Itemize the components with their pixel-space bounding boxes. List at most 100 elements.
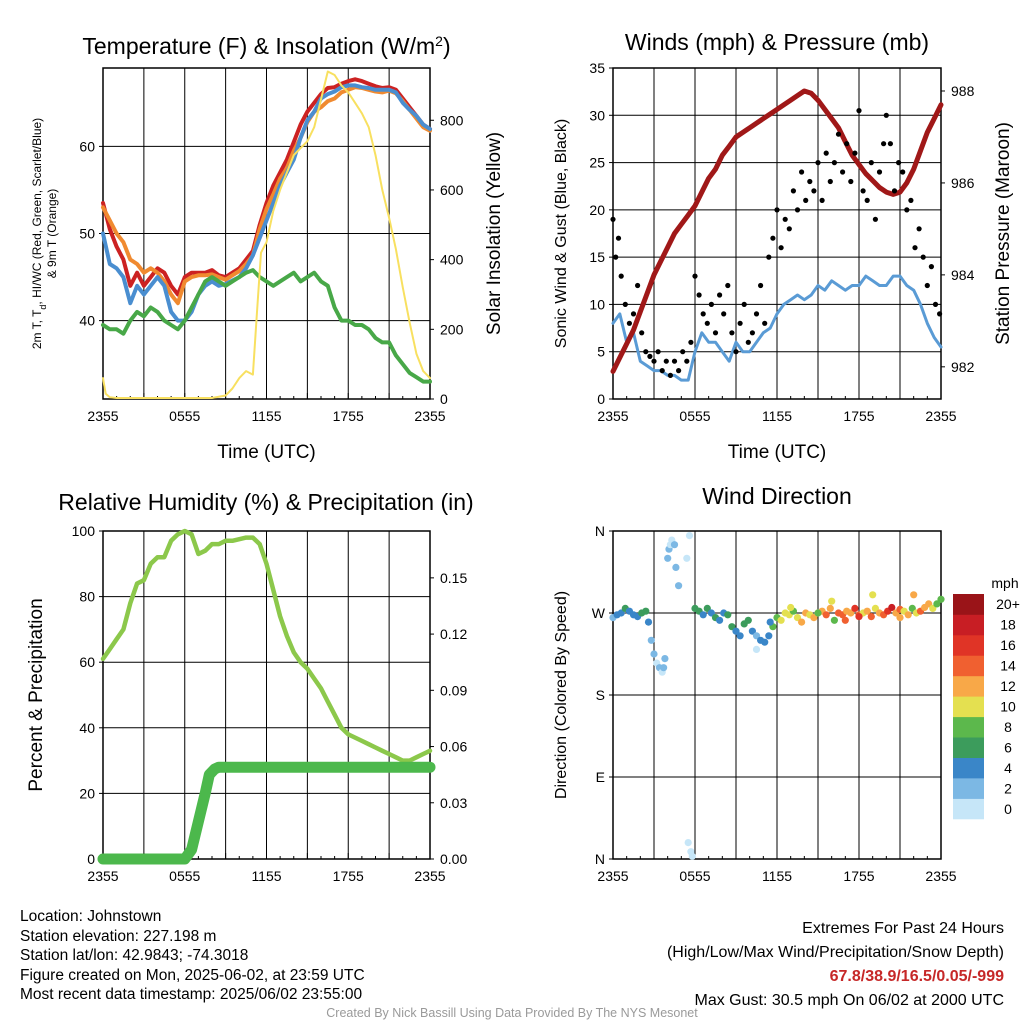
- gust-point: [647, 353, 653, 359]
- x-tick-label-2-3: 1755: [333, 868, 364, 884]
- x-tick-label-3-2: 1155: [762, 868, 792, 884]
- gust-point: [680, 349, 686, 355]
- gust-point: [937, 311, 943, 317]
- gust-point: [630, 311, 637, 317]
- direction-point: [826, 604, 834, 613]
- gust-point: [729, 330, 735, 336]
- gust-point: [626, 320, 633, 326]
- gust-point: [659, 368, 665, 374]
- gust-point: [782, 216, 788, 222]
- y-tick-label-3-0: N: [595, 851, 605, 867]
- gust-point: [667, 372, 674, 378]
- gust-point: [811, 188, 817, 194]
- chart-title-humidity: Relative Humidity (%) & Precipitation (i…: [58, 489, 473, 515]
- gust-point: [904, 207, 910, 213]
- direction-point: [888, 603, 896, 612]
- x-tick-label-0-4: 2355: [414, 408, 445, 424]
- gust-point: [896, 160, 902, 166]
- x-axis-label-temperature: Time (UTC): [217, 442, 316, 463]
- direction-point: [830, 616, 839, 624]
- x-tick-label-1-1: 0555: [679, 408, 710, 424]
- credit-line: Created By Nick Bassill Using Data Provi…: [326, 1006, 698, 1020]
- y-tick-label-1-1: 5: [597, 344, 605, 360]
- y2-tick-label-2-3: 0.09: [440, 682, 467, 698]
- gust-point: [745, 339, 751, 345]
- direction-point: [863, 607, 871, 615]
- gust-point: [786, 226, 792, 232]
- gust-point: [721, 311, 727, 317]
- colorbar-label-5: 10: [1000, 699, 1016, 715]
- gust-point: [803, 197, 809, 203]
- gust-point: [725, 282, 731, 289]
- x-tick-label-3-1: 0555: [679, 868, 710, 884]
- direction-point: [685, 532, 694, 540]
- y2-tick-label-2-2: 0.06: [440, 739, 467, 755]
- colorbar-label-4: 8: [1004, 719, 1012, 735]
- colorbar-label-3: 6: [1004, 739, 1012, 755]
- colorbar-label-8: 16: [1000, 637, 1016, 653]
- gust-point: [688, 339, 694, 345]
- y-axis-label-temperature-line2: & 9m T (Orange): [45, 189, 59, 279]
- gust-point: [916, 226, 922, 232]
- direction-point: [670, 541, 679, 549]
- colorbar-label-0: 0: [1004, 801, 1012, 817]
- y-tick-label-1-0: 0: [597, 391, 605, 407]
- colorbar-swatch-9: [953, 614, 984, 636]
- colorbar-swatch-4: [953, 716, 984, 738]
- gust-point: [663, 358, 669, 364]
- station-location: Location: Johnstown: [20, 908, 162, 925]
- y-tick-label-2-5: 100: [72, 523, 96, 539]
- y-tick-label-2-3: 60: [79, 654, 95, 670]
- y-tick-label-0-1: 50: [79, 226, 95, 242]
- gust-point: [700, 311, 706, 317]
- gust-point: [655, 349, 661, 355]
- gust-point: [774, 207, 780, 213]
- direction-point: [896, 614, 904, 622]
- colorbar-label-9: 18: [1000, 617, 1016, 633]
- x-tick-label-0-2: 1155: [251, 408, 281, 424]
- direction-point: [937, 595, 945, 603]
- x-tick-label-2-0: 2355: [87, 868, 118, 884]
- extremes-title: Extremes For Past 24 Hours: [802, 920, 1004, 937]
- gust-point: [635, 282, 641, 289]
- direction-point: [810, 614, 818, 622]
- colorbar-swatch-8: [953, 634, 984, 656]
- direction-point: [744, 616, 752, 624]
- series-line-rh: [100, 528, 433, 763]
- direction-point: [841, 616, 849, 624]
- station-info: Location: Johnstown Station elevation: 2…: [20, 907, 365, 1005]
- gust-point: [815, 160, 821, 166]
- direction-point: [871, 604, 880, 613]
- x-tick-label-0-3: 1755: [333, 408, 364, 424]
- direction-point: [699, 611, 707, 619]
- y2-tick-label-2-0: 0.00: [440, 851, 467, 867]
- direction-point: [761, 638, 769, 646]
- gust-point: [932, 301, 939, 307]
- gust-point: [908, 197, 914, 203]
- direction-point: [664, 554, 672, 562]
- x-tick-label-3-4: 2355: [925, 868, 956, 884]
- series-group-direction: [609, 532, 945, 860]
- y2-tick-label-1-3: 988: [951, 83, 975, 99]
- direction-point: [867, 613, 875, 621]
- direction-point: [933, 600, 941, 608]
- extremes-values: 67.8/38.9/16.5/0.05/-999: [829, 968, 1004, 985]
- direction-point: [752, 645, 761, 654]
- y2-tick-label-1-0: 982: [951, 359, 975, 375]
- gust-point: [891, 188, 898, 194]
- y-tick-label-3-4: N: [595, 523, 605, 539]
- y-tick-label-1-6: 30: [589, 107, 605, 123]
- gust-point: [856, 108, 862, 114]
- gust-point: [794, 207, 801, 213]
- y-axis-label-winds: Sonic Wind & Gust (Blue, Black): [553, 119, 570, 348]
- gust-point: [819, 197, 825, 203]
- colorbar-label-6: 12: [1000, 678, 1016, 694]
- y-tick-label-2-1: 20: [79, 785, 95, 801]
- y-axis-label-temperature: 2m T, Td, HI/WC (Red, Green, Scarlet/Blu…: [30, 118, 48, 349]
- colorbar-swatch-10: [953, 594, 984, 615]
- x-tick-label-0-1: 0555: [169, 408, 200, 424]
- gust-point: [762, 320, 768, 326]
- series-line-wind_chill: [101, 83, 432, 323]
- x-tick-label-1-2: 1155: [762, 408, 792, 424]
